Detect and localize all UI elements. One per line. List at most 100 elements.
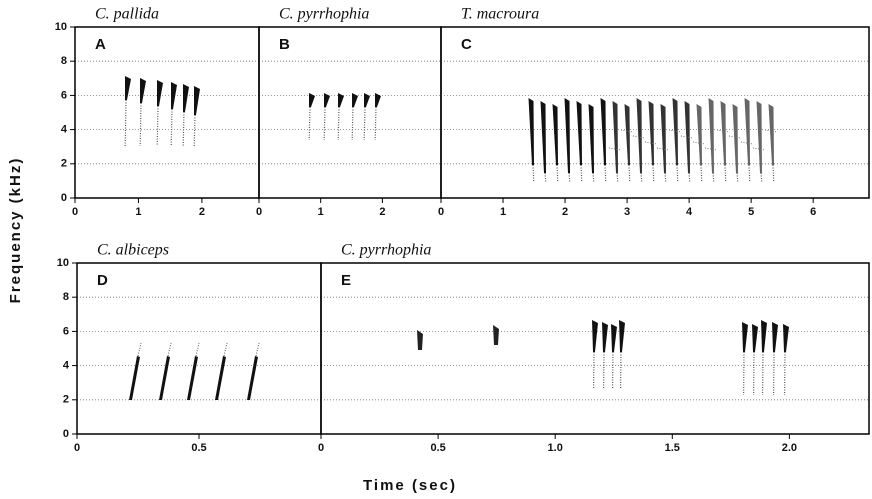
syllable [624, 104, 630, 165]
syllable-tail [139, 102, 142, 147]
y-tick-label: 8 [63, 291, 69, 303]
syllable [684, 101, 690, 173]
panel: 0 2 4 6 8 10 0 0.5 D C. albiceps [57, 242, 322, 454]
x-axis-title: Time (sec) [363, 477, 457, 494]
syllable [744, 98, 750, 165]
syllable [708, 98, 714, 173]
x-tick-label: 1.0 [548, 442, 563, 454]
y-tick-label: 4 [63, 360, 70, 372]
syllable-tail [664, 172, 667, 183]
syllable [732, 104, 738, 173]
syllable [660, 104, 666, 173]
harmonic [752, 147, 766, 151]
y-tick-label: 0 [63, 428, 69, 440]
syllable-tail [724, 164, 727, 183]
x-tick-label: 0.5 [191, 442, 206, 454]
y-tick-label: 10 [57, 257, 69, 269]
syllable [129, 356, 140, 400]
syllable-tail [223, 342, 228, 357]
panel-letter: D [97, 272, 108, 289]
panel-frame [320, 262, 870, 435]
syllable-tail [323, 106, 326, 141]
syllable-tail [580, 164, 583, 183]
syllable [720, 101, 726, 165]
syllable [772, 322, 778, 352]
y-tick-label: 10 [55, 21, 67, 33]
x-tick-label: 0 [438, 206, 444, 218]
x-tick-label: 2.0 [782, 442, 797, 454]
x-tick-label: 4 [686, 206, 693, 218]
panel: 0 2 4 6 8 10 0 1 2 A C. pallida [55, 6, 260, 218]
syllable [611, 324, 617, 352]
syllable-tail [700, 164, 703, 183]
syllable [352, 93, 358, 107]
panel-frame [440, 26, 870, 199]
syllable-tail [544, 172, 547, 183]
harmonic [632, 135, 646, 139]
species-title: T. macroura [461, 6, 539, 23]
syllable [592, 320, 598, 352]
syllable [375, 93, 381, 107]
syllable [247, 356, 258, 400]
syllable [159, 356, 170, 400]
syllable [364, 93, 370, 107]
syllable-tail [137, 342, 142, 357]
syllable-tail [195, 342, 200, 357]
species-title: C. albiceps [97, 242, 169, 259]
x-tick-label: 1 [500, 206, 506, 218]
syllable-tail [604, 164, 607, 183]
syllable [742, 322, 748, 352]
x-tick-label: 0.5 [430, 442, 445, 454]
syllable [493, 325, 499, 345]
panel-letter: B [279, 36, 290, 53]
x-tick-label: 0 [74, 442, 80, 454]
x-tick-label: 1.5 [665, 442, 680, 454]
harmonic [704, 147, 718, 151]
syllable [338, 93, 344, 107]
x-tick-label: 5 [748, 206, 754, 218]
syllable [194, 86, 200, 115]
panel-letter: E [341, 272, 351, 289]
harmonic [608, 147, 622, 151]
harmonic [716, 129, 730, 133]
syllable [672, 98, 678, 165]
syllable [125, 76, 131, 100]
x-tick-label: 1 [135, 206, 141, 218]
syllable [768, 104, 774, 165]
harmonic [656, 147, 670, 151]
syllable-tail [568, 172, 571, 183]
syllable-tail [351, 106, 354, 141]
syllable-tail [640, 172, 643, 183]
harmonic [644, 141, 658, 145]
x-tick-label: 6 [810, 206, 816, 218]
syllable-tail [124, 99, 127, 147]
syllable [761, 320, 767, 352]
y-tick-label: 2 [61, 158, 67, 170]
syllable [612, 101, 618, 173]
syllable-tail [676, 164, 679, 183]
syllable-tail [712, 172, 715, 183]
syllable [183, 84, 189, 112]
panel: 0 1 2 B C. pyrrhophia [256, 6, 442, 218]
syllable [588, 104, 594, 173]
syllable [756, 101, 762, 173]
x-tick-label: 2 [379, 206, 385, 218]
syllable [696, 104, 702, 165]
species-title: C. pyrrhophia [341, 242, 431, 259]
syllable-tail [748, 164, 751, 183]
syllable [140, 78, 146, 103]
syllable-tail [616, 172, 619, 183]
syllable [619, 320, 625, 352]
syllable [783, 324, 789, 352]
x-tick-label: 0 [72, 206, 78, 218]
syllable-tail [532, 164, 535, 183]
x-tick-label: 0 [318, 442, 324, 454]
x-tick-label: 1 [318, 206, 324, 218]
harmonic [668, 129, 682, 133]
syllable-tail [182, 111, 185, 147]
syllable [528, 98, 534, 165]
syllable-tail [652, 164, 655, 183]
panel-frame [76, 262, 322, 435]
syllable [752, 324, 758, 352]
